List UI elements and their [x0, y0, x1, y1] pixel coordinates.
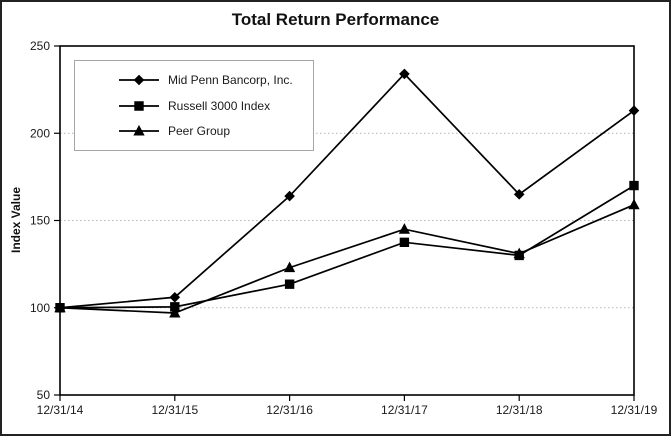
- chart-legend: Mid Penn Bancorp, Inc. Russell 3000 Inde…: [74, 60, 314, 151]
- y-tick-label: 150: [30, 214, 50, 228]
- series-marker-square: [629, 180, 639, 191]
- y-tick-label: 50: [37, 388, 51, 402]
- legend-square-marker-icon: [119, 100, 159, 111]
- legend-item-mid-penn: Mid Penn Bancorp, Inc.: [119, 73, 313, 87]
- series-marker-triangle: [398, 223, 411, 234]
- x-tick-label: 12/31/17: [381, 403, 428, 417]
- legend-item-russell-3000: Russell 3000 Index: [119, 99, 313, 113]
- series-line: [59, 72, 635, 309]
- legend-diamond-marker-icon: [119, 74, 159, 86]
- series-line: [59, 204, 635, 314]
- series-marker-triangle: [283, 261, 296, 273]
- series-marker-diamond: [399, 68, 410, 80]
- legend-triangle-marker-icon: [119, 125, 159, 136]
- series-marker-square: [284, 279, 295, 289]
- series-marker-diamond: [284, 190, 295, 202]
- x-tick-label: 12/31/14: [37, 403, 84, 417]
- legend-label: Mid Penn Bancorp, Inc.: [168, 72, 293, 87]
- x-tick-label: 12/31/19: [611, 403, 658, 417]
- x-tick-label: 12/31/16: [266, 403, 313, 417]
- legend-item-peer-group: Peer Group: [119, 124, 313, 138]
- series-line: [59, 184, 635, 309]
- series-marker-square: [514, 250, 524, 261]
- chart-title: Total Return Performance: [231, 10, 440, 29]
- x-tick-label: 12/31/15: [151, 403, 198, 417]
- y-tick-label: 200: [30, 126, 50, 140]
- legend-label: Russell 3000 Index: [168, 98, 271, 113]
- series-marker-diamond: [628, 105, 640, 116]
- series-marker-diamond: [169, 291, 181, 303]
- series-marker-square: [55, 303, 65, 313]
- y-tick-label: 250: [30, 39, 50, 53]
- series-marker-diamond: [513, 189, 525, 200]
- x-tick-label: 12/31/18: [496, 403, 543, 417]
- series-marker-triangle: [628, 198, 640, 210]
- series-marker-triangle: [169, 306, 181, 318]
- series-marker-square: [399, 237, 410, 248]
- y-tick-label: 100: [30, 301, 50, 315]
- legend-label: Peer Group: [168, 124, 231, 139]
- series-marker-square: [170, 302, 180, 312]
